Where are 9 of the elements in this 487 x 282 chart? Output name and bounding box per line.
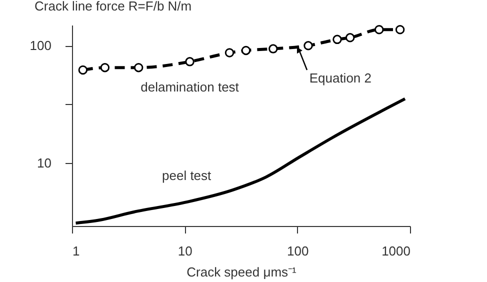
series-label: peel test xyxy=(162,168,212,184)
series-label: delamination test xyxy=(140,80,240,95)
y-axis-title: Crack line force R=F/b N/m xyxy=(34,0,192,14)
x-tick-label: 1000 xyxy=(382,244,410,258)
x-tick-label: 10 xyxy=(178,244,192,258)
annotation: Equation 2 xyxy=(309,70,372,86)
x-tick-label: 1 xyxy=(72,244,80,258)
x-axis-title: Crack speed μms⁻¹ xyxy=(186,264,298,280)
x-tick-label: 100 xyxy=(286,244,309,258)
